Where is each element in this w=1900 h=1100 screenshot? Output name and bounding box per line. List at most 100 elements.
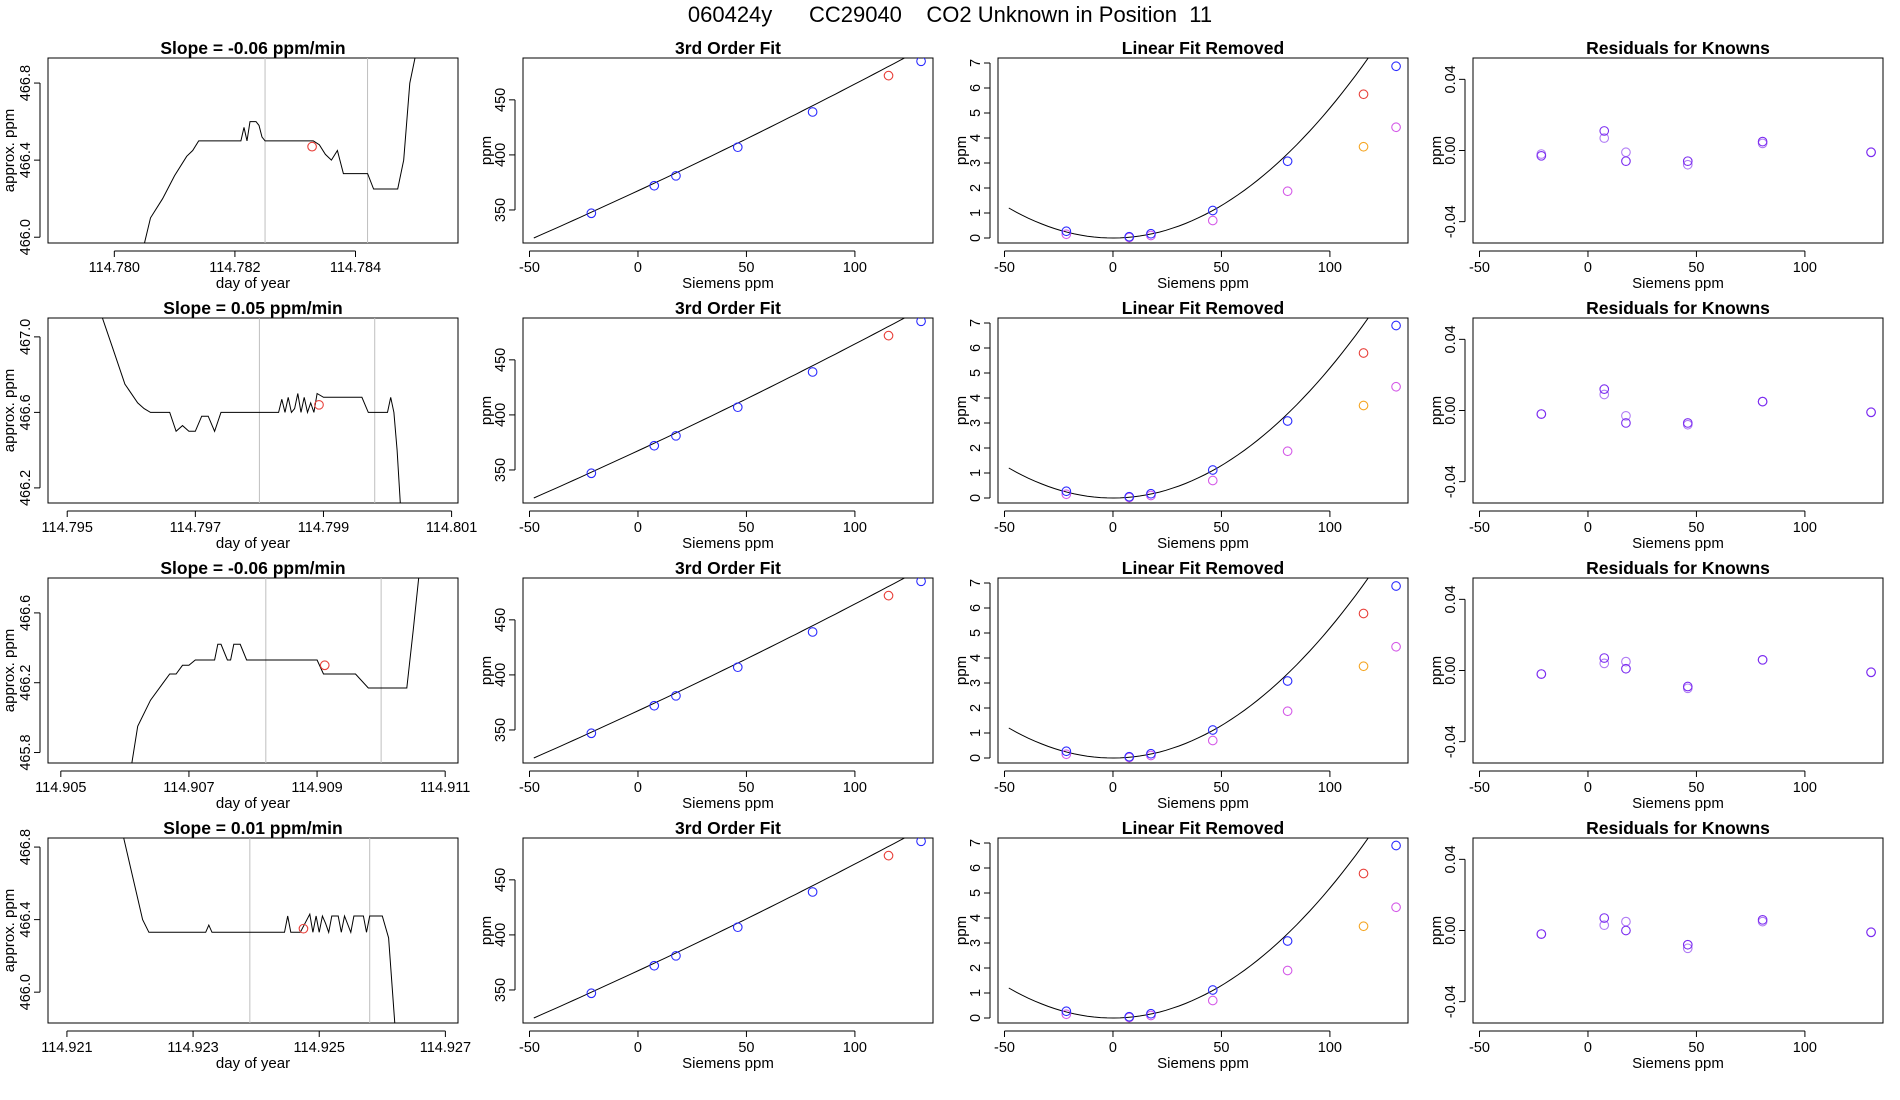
known-standard-point [807,367,818,377]
x-tick-label: 100 [1793,780,1817,796]
plot-frame [1472,57,1884,244]
fit-curve [533,838,906,1019]
y-tick-label: 0 [968,1014,984,1022]
secondary-fit-point [1207,475,1218,486]
residual-point [1757,654,1768,665]
plot-area [533,578,926,759]
y-tick-label: 0.00 [1443,396,1459,424]
unknown-point [883,70,894,81]
known-standard-point [1061,746,1072,757]
x-tick-label: 100 [1318,1040,1342,1056]
known-standard-point [1391,61,1401,72]
x-tick-label: 50 [738,780,754,796]
plot-area [123,838,396,1023]
x-tick-label: 100 [1793,1040,1817,1056]
y-axis-label: ppm [953,916,970,945]
quadratic-curve [1008,58,1369,239]
y-tick-label: 4 [968,394,984,402]
known-standard-point [1124,231,1135,242]
chart-svg: Linear Fit Removed -50 0 50 100 Siemens ppm 0 1… [953,298,1409,552]
chart-title: 3rd Order Fit [675,38,781,58]
residual-point [1866,927,1876,938]
chart-title: Linear Fit Removed [1122,558,1284,578]
plot-frame [997,837,1409,1024]
x-tick-label: 114.782 [209,260,260,276]
known-standard-point [1146,1008,1156,1019]
plot-frame [1472,317,1884,504]
mean-value-point [307,141,317,152]
y-tick-label: 6 [968,84,984,92]
secondary-fit-point [1282,965,1293,976]
residual-point [1536,150,1547,161]
y-axis-label: ppm [953,396,970,425]
x-tick-label: 0 [634,520,642,536]
y-tick-label: 0 [968,754,984,762]
y-tick-label: 466.6 [18,595,34,631]
x-tick-label: 114.799 [298,520,349,536]
known-standard-point [649,960,660,971]
y-tick-label: 450 [493,88,509,112]
x-tick-label: -50 [519,1040,540,1056]
secondary-fit-point [1207,215,1218,226]
y-tick-label: 1 [968,469,984,477]
y-tick-label: 7 [968,579,984,587]
known-standard-point [671,950,681,961]
drift-trace-line [131,578,420,763]
chart-title: 3rd Order Fit [675,818,781,838]
known-standard-point [1282,936,1293,946]
x-tick-label: 50 [1688,1040,1704,1056]
chart-svg: Residuals for Knowns -50 0 50 100 Siemens ppm… [1428,558,1884,812]
known-standard-point [807,107,818,117]
secondary-fit-point [1282,446,1293,457]
y-tick-label: 2 [968,184,984,192]
x-axis-label: Siemens ppm [1157,535,1249,552]
known-standard-point [916,58,926,67]
panel-drift-row2: Slope = 0.05 ppm/min 114.795 114.797 114.79… [0,298,477,560]
unknown-point [1358,89,1369,100]
x-tick-label: 50 [738,1040,754,1056]
y-tick-label: 0.04 [1443,325,1459,353]
secondary-fit-point [1061,749,1072,760]
x-tick-label: -50 [519,520,540,536]
x-tick-label: -50 [994,260,1015,276]
plot-frame [522,57,934,244]
secondary-fit-point [1061,229,1072,240]
plot-area [144,58,416,243]
plot-area [533,58,926,239]
panel-residuals-row2: Residuals for Knowns -50 0 50 100 Siemens ppm… [1425,298,1900,560]
y-tick-label: 7 [968,839,984,847]
chart-title: Slope = 0.01 ppm/min [163,818,342,838]
plot-frame [997,577,1409,764]
secondary-fit-point [1391,641,1401,652]
x-tick-label: 100 [1318,520,1342,536]
x-tick-label: 50 [1213,260,1229,276]
known-standard-point [1061,486,1072,497]
x-tick-label: 114.784 [330,260,381,276]
y-tick-label: 400 [493,143,509,167]
residual-point-secondary [1599,920,1610,931]
y-axis-label: ppm [1428,396,1445,425]
unknown-point [883,590,894,601]
x-tick-label: 50 [738,520,754,536]
panel-fit-row3: 3rd Order Fit -50 0 50 100 Siemens ppm 350 400 4… [475,558,950,820]
unknown-point [883,850,894,861]
x-tick-label: 114.909 [291,780,342,796]
y-axis-label: ppm [1428,656,1445,685]
panel-residuals-row1: Residuals for Knowns -50 0 50 100 Siemens ppm… [1425,38,1900,300]
x-tick-label: 100 [843,1040,867,1056]
y-tick-label: -0.04 [1443,725,1459,758]
residual-point [1682,156,1693,167]
x-axis-label: day of year [216,1055,290,1072]
y-axis-label: ppm [478,656,495,685]
x-tick-label: 114.801 [426,520,477,536]
residual-point [1866,407,1876,418]
panel-residuals-row3: Residuals for Knowns -50 0 50 100 Siemens ppm… [1425,558,1900,820]
unknown-secondary-point [1358,141,1369,152]
x-axis-label: Siemens ppm [682,275,774,292]
chart-title: Residuals for Knowns [1586,818,1770,838]
known-standard-point [1124,491,1135,502]
chart-title: Residuals for Knowns [1586,558,1770,578]
secondary-fit-point [1391,122,1401,133]
chart-svg: 3rd Order Fit -50 0 50 100 Siemens ppm 350 400 4… [478,38,934,292]
chart-title: Residuals for Knowns [1586,298,1770,318]
